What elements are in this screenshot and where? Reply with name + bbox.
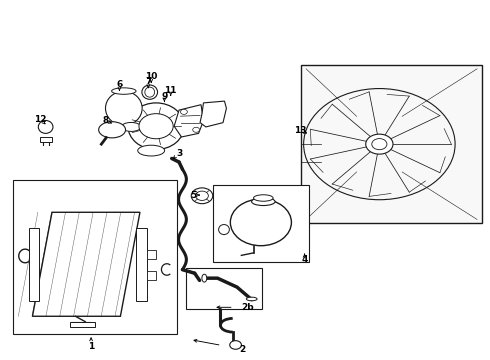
Ellipse shape (246, 297, 257, 301)
Ellipse shape (138, 145, 165, 156)
Text: 10: 10 (145, 72, 157, 81)
Bar (301, 65, 482, 223)
Bar (186, 268, 262, 309)
Ellipse shape (128, 103, 184, 149)
Bar (147, 250, 156, 259)
Text: 7: 7 (145, 77, 151, 86)
Text: 9: 9 (161, 92, 168, 101)
Circle shape (139, 114, 173, 139)
Text: 6: 6 (116, 81, 122, 90)
Text: 4: 4 (301, 255, 308, 264)
Ellipse shape (105, 91, 142, 125)
Ellipse shape (98, 122, 125, 138)
Ellipse shape (142, 85, 158, 99)
Text: 1: 1 (88, 342, 94, 351)
Ellipse shape (38, 121, 53, 134)
Text: 2: 2 (240, 345, 245, 354)
Bar (136, 228, 147, 301)
Circle shape (193, 127, 199, 132)
Circle shape (372, 139, 387, 150)
Bar (70, 321, 95, 327)
Circle shape (196, 191, 208, 201)
Ellipse shape (251, 198, 275, 206)
Bar (13, 180, 176, 334)
Ellipse shape (112, 88, 136, 94)
Text: 11: 11 (165, 86, 177, 95)
Circle shape (366, 134, 393, 154)
Ellipse shape (253, 195, 273, 201)
Bar (40, 136, 51, 142)
Text: 13: 13 (294, 126, 306, 135)
Ellipse shape (145, 87, 155, 97)
Polygon shape (32, 212, 140, 316)
Text: 12: 12 (34, 115, 47, 124)
Circle shape (230, 341, 242, 349)
Ellipse shape (122, 122, 141, 131)
Polygon shape (174, 105, 203, 137)
Bar (147, 271, 156, 280)
Text: 2b: 2b (241, 303, 254, 312)
Bar (213, 185, 309, 262)
Ellipse shape (202, 274, 207, 282)
Text: 5: 5 (191, 190, 197, 199)
Circle shape (180, 109, 187, 114)
Text: 8: 8 (102, 116, 109, 125)
Ellipse shape (219, 225, 229, 235)
Ellipse shape (230, 199, 292, 246)
Polygon shape (200, 101, 226, 127)
Bar (28, 228, 39, 301)
Circle shape (191, 188, 213, 204)
Text: 3: 3 (176, 149, 182, 158)
